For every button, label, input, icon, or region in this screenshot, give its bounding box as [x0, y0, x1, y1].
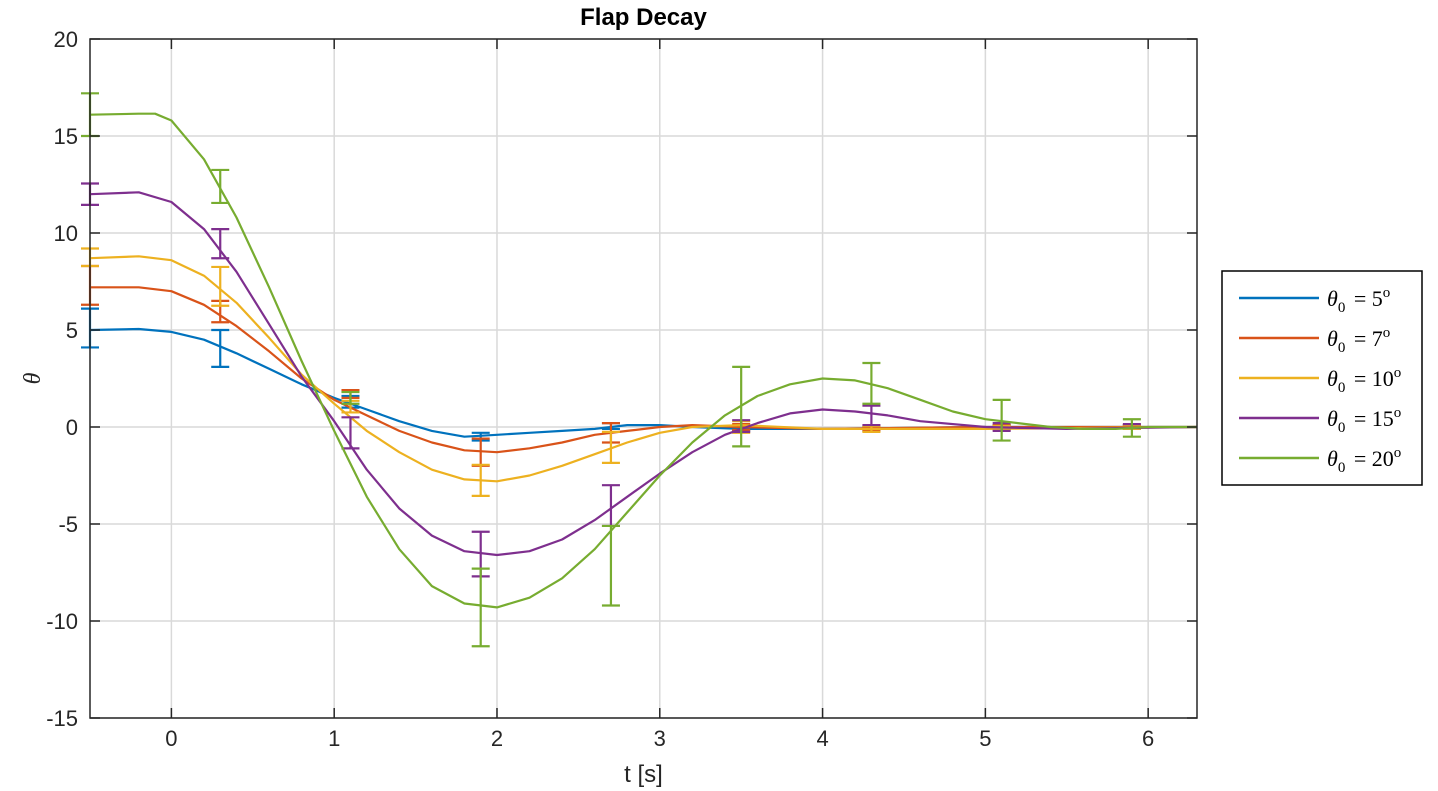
series-line	[89, 112, 1197, 609]
legend-entry: θ0 = 20o	[1327, 445, 1401, 476]
x-tick-label: 4	[816, 726, 828, 751]
y-tick-label: 5	[66, 318, 78, 343]
y-tick-label: 15	[54, 124, 78, 149]
y-axis-label: θ	[20, 372, 46, 384]
x-tick-label: 5	[979, 726, 991, 751]
x-tick-label: 6	[1142, 726, 1154, 751]
axis-ticks: 0 1 2 3 4 5 6 -15 -10 -5 0 5 10 15 20	[46, 27, 1197, 751]
series-line	[89, 191, 1198, 557]
legend-entry: θ0 = 5o	[1327, 285, 1390, 316]
y-tick-label: -10	[46, 609, 78, 634]
series-line	[89, 255, 1198, 483]
legend-entry: θ0 = 7o	[1327, 325, 1390, 356]
series-layer	[81, 92, 1198, 648]
legend-entry: θ0 = 10o	[1327, 365, 1401, 396]
chart-title: Flap Decay	[580, 4, 707, 31]
y-tick-label: -15	[46, 706, 78, 731]
axes-box	[89, 38, 1198, 719]
x-axis-label: t [s]	[624, 761, 663, 788]
legend-entry: θ0 = 15o	[1327, 405, 1401, 436]
x-tick-label: 3	[654, 726, 666, 751]
x-tick-label: 0	[165, 726, 177, 751]
y-tick-label: 20	[54, 27, 78, 52]
legend: θ0 = 5o θ0 = 7o θ0 = 10o θ0 = 15o θ0 = 20o	[1221, 270, 1423, 486]
x-tick-label: 1	[328, 726, 340, 751]
y-tick-label: 10	[54, 221, 78, 246]
y-tick-label: 0	[66, 415, 78, 440]
x-tick-label: 2	[491, 726, 503, 751]
y-tick-label: -5	[58, 512, 78, 537]
